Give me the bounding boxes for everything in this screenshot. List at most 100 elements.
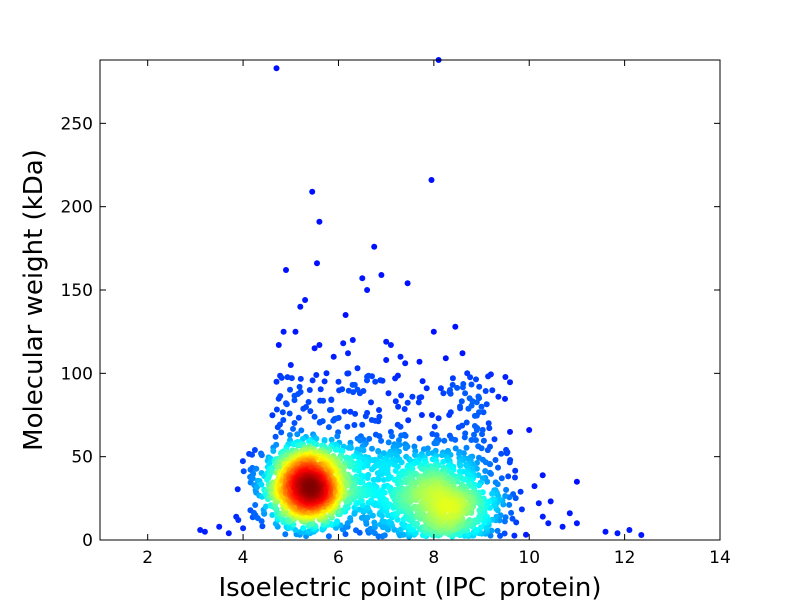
data-point [273, 378, 280, 385]
data-point [295, 414, 302, 421]
x-tick-label: 6 [333, 548, 344, 568]
data-point [330, 353, 337, 360]
data-point [476, 409, 482, 416]
data-point [602, 528, 609, 535]
data-point [452, 445, 459, 452]
x-tick-label: 14 [709, 548, 731, 568]
data-point [475, 443, 482, 450]
data-point [402, 432, 409, 439]
data-point [440, 458, 447, 465]
data-point [449, 381, 456, 388]
data-point [614, 530, 621, 537]
data-point [340, 340, 347, 347]
data-point [277, 421, 283, 428]
data-point [334, 433, 341, 440]
data-point [309, 188, 316, 195]
data-point [252, 502, 259, 508]
data-point [287, 386, 293, 393]
data-point [296, 383, 303, 390]
data-point [531, 483, 538, 490]
y-tick-label: 250 [61, 114, 93, 134]
data-point [351, 466, 358, 473]
data-point [414, 520, 420, 527]
data-point [370, 476, 377, 483]
data-point [494, 527, 501, 534]
data-point [485, 373, 492, 380]
data-point [420, 446, 427, 453]
data-point [372, 378, 379, 385]
data-point [355, 454, 362, 461]
data-point [464, 463, 471, 470]
data-point [513, 519, 520, 526]
data-point [377, 377, 384, 384]
data-point [371, 519, 378, 526]
data-point [401, 406, 408, 412]
data-point [262, 503, 269, 510]
data-point [306, 387, 313, 393]
data-point [287, 362, 294, 368]
data-point [402, 445, 409, 452]
data-point [253, 465, 260, 472]
data-point [291, 392, 298, 399]
data-point [371, 243, 378, 250]
data-point [225, 530, 232, 537]
data-point [464, 471, 471, 478]
data-point [468, 437, 475, 443]
data-point [364, 287, 371, 293]
data-point [292, 328, 299, 335]
data-point [437, 385, 444, 392]
data-point [259, 523, 266, 530]
data-point [353, 527, 359, 534]
data-point [478, 524, 485, 531]
data-point [400, 531, 407, 538]
data-point [316, 218, 323, 225]
data-point [404, 280, 411, 287]
data-point [378, 437, 385, 444]
data-point [382, 524, 389, 531]
data-point [398, 432, 405, 439]
data-point [416, 435, 423, 442]
data-point [458, 398, 465, 405]
data-point [573, 478, 580, 485]
data-point [392, 375, 399, 382]
data-point [280, 417, 287, 423]
data-point [415, 399, 422, 406]
data-point [364, 504, 371, 511]
data-point [638, 532, 645, 538]
data-point [306, 528, 312, 535]
data-point [545, 520, 552, 527]
data-point [325, 533, 332, 540]
data-point [428, 412, 435, 418]
data-point [398, 459, 405, 466]
data-point [486, 469, 493, 476]
data-point [497, 532, 504, 539]
data-point [396, 437, 402, 444]
data-point [473, 437, 479, 444]
data-point [566, 510, 573, 517]
data-point [345, 370, 352, 377]
data-point [383, 497, 389, 504]
data-point [341, 408, 348, 415]
data-point [491, 501, 498, 508]
data-point [473, 427, 480, 433]
data-point [476, 454, 482, 461]
data-point [479, 431, 485, 438]
data-point [342, 312, 349, 318]
data-point [307, 408, 314, 415]
data-point [409, 393, 416, 400]
data-point [418, 412, 425, 418]
data-point [383, 357, 390, 363]
data-point [339, 386, 346, 393]
data-point [240, 468, 247, 475]
data-point [275, 342, 282, 348]
data-point [508, 509, 515, 516]
data-point [309, 520, 316, 527]
data-point [539, 472, 546, 479]
data-point [397, 353, 404, 360]
data-point [404, 399, 411, 406]
data-point [332, 446, 339, 453]
data-point [364, 514, 371, 521]
data-point [506, 459, 513, 466]
data-point [506, 501, 513, 508]
data-point [416, 394, 423, 401]
